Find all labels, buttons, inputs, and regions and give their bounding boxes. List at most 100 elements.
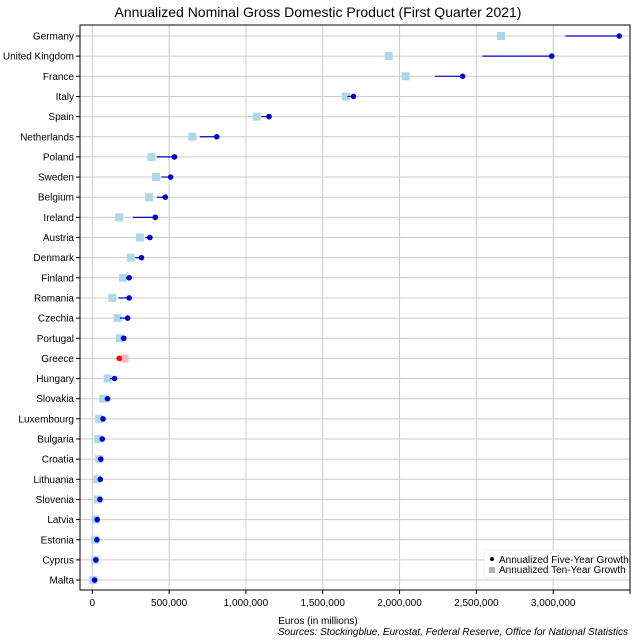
country-label: Italy bbox=[56, 92, 74, 103]
ten-year-marker bbox=[113, 314, 122, 323]
legend: Annualized Five-Year Growth Annualized T… bbox=[483, 549, 629, 579]
chart-title: Annualized Nominal Gross Domestic Produc… bbox=[115, 4, 522, 20]
country-label: Germany bbox=[33, 32, 74, 43]
country-label: Belgium bbox=[38, 193, 74, 204]
current-value-dot bbox=[459, 73, 466, 80]
current-value-dot bbox=[97, 496, 103, 503]
current-value-dot bbox=[266, 113, 272, 120]
country-label: Cyprus bbox=[42, 555, 74, 566]
ten-year-marker bbox=[103, 374, 112, 383]
current-value-dot bbox=[616, 33, 623, 39]
ten-year-marker bbox=[115, 213, 124, 222]
ten-year-marker bbox=[99, 394, 108, 403]
current-value-dot bbox=[91, 577, 98, 583]
ten-year-marker bbox=[496, 32, 505, 40]
country-label: Denmark bbox=[33, 253, 75, 264]
current-value-dot bbox=[162, 194, 169, 200]
ten-year-marker bbox=[126, 253, 135, 262]
country-labels: Germany United Kingdom France Italy Spain Net… bbox=[3, 32, 75, 587]
x-axis-label: Euros (in millions) bbox=[278, 616, 357, 627]
country-label: Hungary bbox=[36, 374, 74, 385]
current-value-dot bbox=[350, 93, 357, 100]
legend-ten-year-label: Annualized Ten-Year Growth bbox=[499, 565, 626, 576]
country-label: Luxembourg bbox=[18, 414, 74, 425]
ten-year-marker bbox=[384, 52, 393, 61]
x-tick-label: 1,000,000 bbox=[224, 598, 269, 609]
current-value-dot bbox=[138, 254, 145, 261]
country-label: Romania bbox=[34, 293, 74, 304]
country-label: Spain bbox=[48, 112, 74, 123]
ten-year-marker bbox=[147, 152, 156, 161]
legend-ten-year-marker bbox=[489, 567, 495, 573]
ten-year-marker bbox=[252, 112, 261, 121]
ten-year-marker bbox=[145, 193, 154, 202]
ten-year-marker bbox=[95, 414, 104, 423]
ten-year-marker bbox=[135, 233, 144, 242]
x-tick-label: 500,000 bbox=[151, 598, 188, 609]
ten-year-marker bbox=[108, 293, 117, 302]
legend-five-year-marker bbox=[490, 557, 494, 561]
current-value-dot bbox=[97, 456, 104, 462]
current-value-dot bbox=[152, 214, 159, 221]
country-label: Bulgaria bbox=[37, 435, 74, 446]
current-value-dot bbox=[111, 375, 118, 382]
legend-box bbox=[483, 549, 627, 579]
plot-frame bbox=[79, 24, 631, 591]
current-value-dot bbox=[100, 416, 106, 422]
x-tick-label: 2,000,000 bbox=[377, 598, 422, 609]
country-label: Poland bbox=[43, 152, 74, 163]
current-value-dot bbox=[147, 234, 153, 241]
ten-year-marker bbox=[93, 475, 102, 484]
current-value-dot bbox=[94, 516, 101, 523]
grid bbox=[80, 25, 630, 590]
country-label: Lithuania bbox=[33, 475, 74, 486]
country-label: Croatia bbox=[42, 455, 75, 466]
country-label: Czechia bbox=[38, 314, 75, 325]
current-value-dot bbox=[116, 355, 122, 362]
x-axis-ticks: 0 500,000 1,000,000 1,500,000 2,000,000 2,500… bbox=[76, 35, 631, 609]
ten-year-marker bbox=[115, 334, 124, 343]
country-label: Malta bbox=[50, 576, 75, 587]
current-value-dot bbox=[548, 53, 555, 59]
current-value-dot bbox=[126, 295, 132, 301]
ten-year-marker bbox=[401, 72, 410, 81]
current-value-dot bbox=[120, 335, 127, 342]
x-tick-label: 2,500,000 bbox=[454, 598, 499, 609]
country-label: France bbox=[43, 72, 75, 83]
current-value-dot bbox=[93, 557, 99, 563]
ten-year-marker bbox=[94, 435, 103, 443]
current-value-dot bbox=[104, 395, 111, 402]
current-value-dot bbox=[97, 476, 104, 483]
country-label: Sweden bbox=[38, 173, 74, 184]
current-value-dot bbox=[94, 536, 100, 543]
current-value-dot bbox=[124, 315, 131, 321]
country-label: Greece bbox=[41, 354, 74, 365]
country-label: Austria bbox=[43, 233, 75, 244]
current-value-dot bbox=[126, 275, 132, 281]
ten-year-marker bbox=[119, 273, 128, 282]
country-label: Finland bbox=[41, 273, 74, 284]
country-label: Portugal bbox=[37, 334, 74, 345]
ten-year-marker bbox=[120, 354, 129, 363]
x-tick-label: 3,000,000 bbox=[531, 598, 576, 609]
country-label: Slovakia bbox=[36, 394, 74, 405]
current-value-dot bbox=[99, 436, 106, 442]
country-label: Slovenia bbox=[36, 495, 75, 506]
x-tick-label: 0 bbox=[90, 598, 96, 609]
current-value-dot bbox=[213, 133, 220, 140]
legend-five-year-label: Annualized Five-Year Growth bbox=[499, 555, 629, 566]
country-label: Ireland bbox=[43, 213, 74, 224]
ten-year-marker bbox=[152, 173, 161, 182]
country-label: Latvia bbox=[47, 515, 74, 526]
x-tick-label: 1,500,000 bbox=[300, 598, 345, 609]
country-label: United Kingdom bbox=[3, 52, 74, 63]
country-label: Estonia bbox=[41, 535, 75, 546]
data-marks bbox=[89, 32, 623, 585]
country-label: Netherlands bbox=[20, 132, 74, 143]
source-note: Sources: Stockingblue, Eurostat, Federal… bbox=[278, 627, 628, 638]
current-value-dot bbox=[171, 154, 178, 160]
ten-year-marker bbox=[188, 132, 197, 141]
ten-year-marker bbox=[341, 92, 350, 101]
current-value-dot bbox=[167, 174, 174, 180]
